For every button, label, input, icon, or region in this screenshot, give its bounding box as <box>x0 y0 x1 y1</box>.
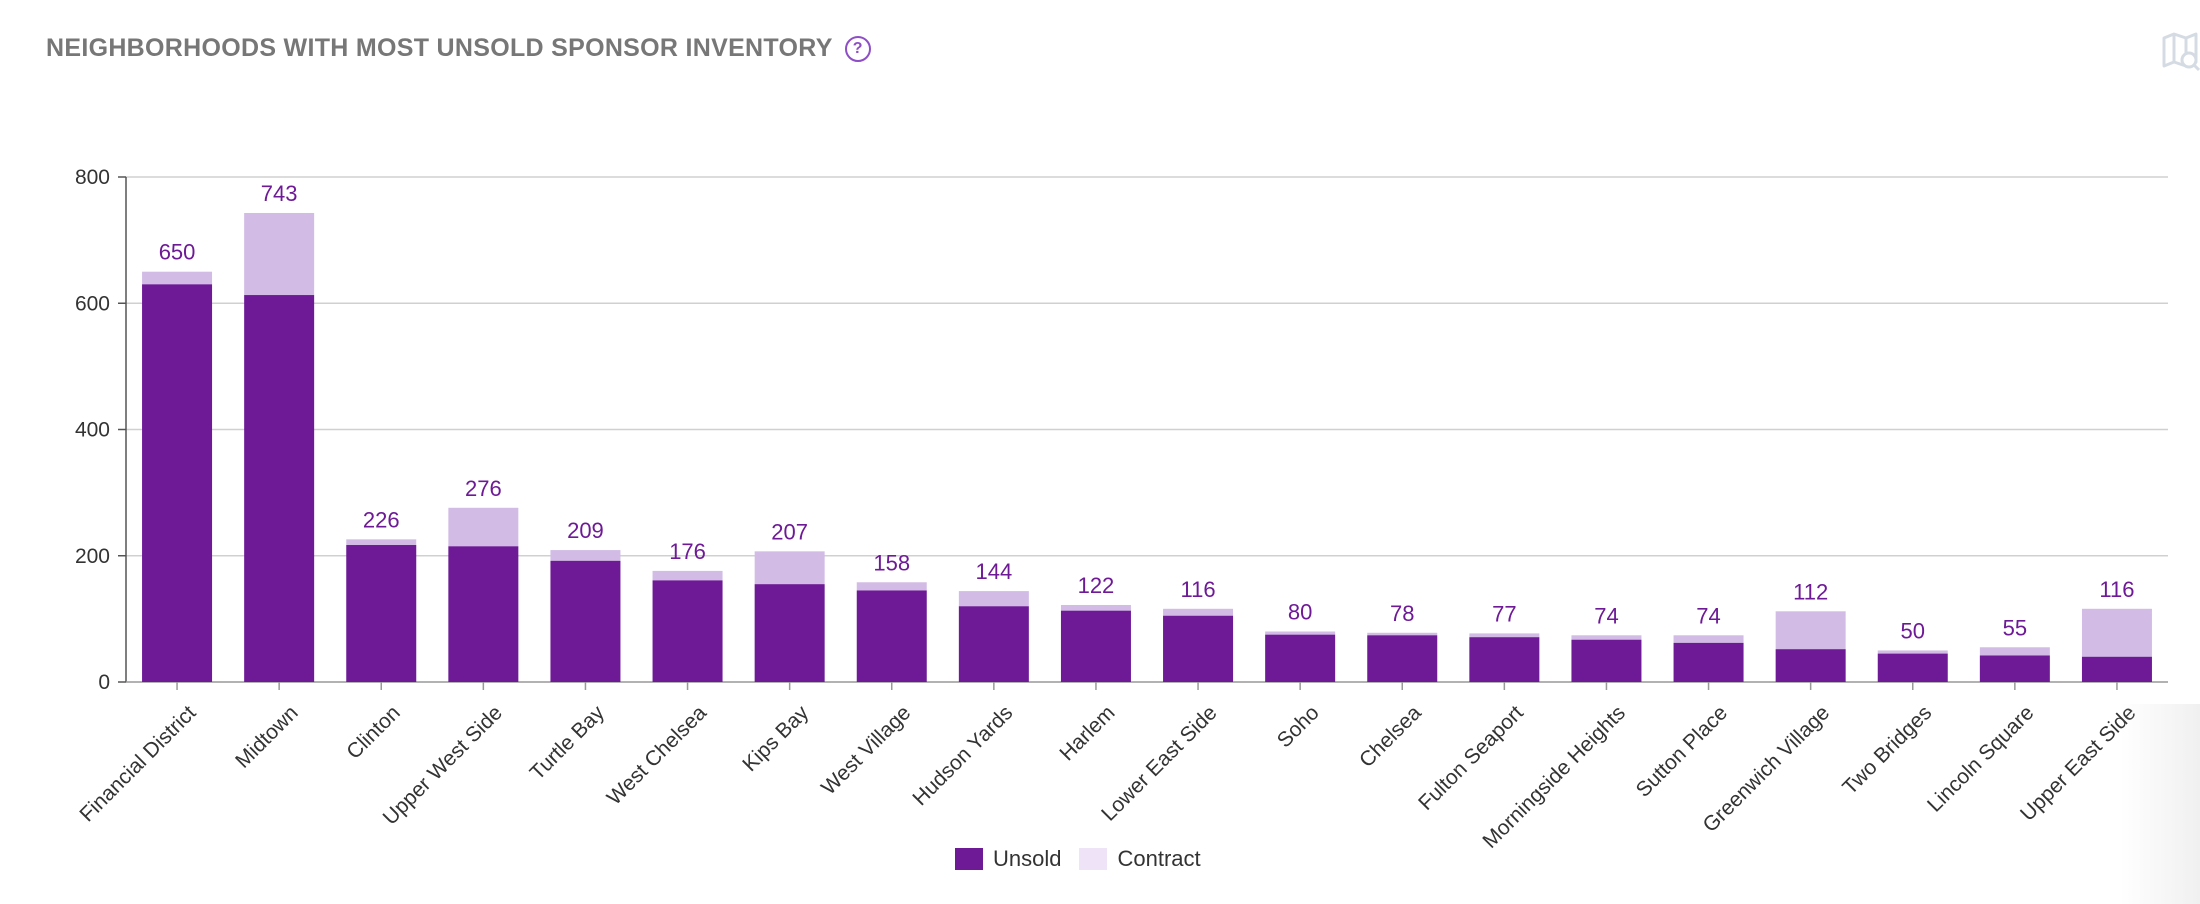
bar-contract-2 <box>346 539 417 546</box>
data-label-18: 55 <box>2003 615 2027 640</box>
y-tick-label-200: 200 <box>75 545 110 568</box>
y-tick-label-400: 400 <box>75 419 110 442</box>
x-tick-label-5: West Chelsea <box>603 701 712 810</box>
y-tick-label-0: 0 <box>98 671 110 694</box>
bar-contract-18 <box>1979 647 2050 656</box>
bar-contract-16 <box>1775 611 1846 650</box>
legend-label-unsold: Unsold <box>993 846 1062 871</box>
x-tick-label-12: Chelsea <box>1355 701 1426 772</box>
data-label-7: 158 <box>873 550 910 575</box>
bar-unsold-18 <box>1979 655 2050 682</box>
x-tick-label-9: Harlem <box>1055 701 1119 765</box>
bar-unsold-15 <box>1673 642 1744 682</box>
bar-unsold-5 <box>652 580 723 682</box>
bar-contract-11 <box>1265 631 1336 635</box>
map-search-icon[interactable] <box>2162 32 2200 72</box>
bar-unsold-7 <box>856 590 927 682</box>
corner-fade <box>2120 704 2200 904</box>
bar-contract-4 <box>550 550 621 561</box>
data-label-3: 276 <box>465 476 502 501</box>
bar-contract-12 <box>1367 632 1438 636</box>
bar-contract-1 <box>244 212 315 296</box>
bar-contract-14 <box>1571 635 1642 640</box>
bar-contract-0 <box>142 271 213 285</box>
help-icon[interactable]: ? <box>844 35 871 62</box>
legend-swatch-contract <box>1079 848 1108 870</box>
data-label-8: 144 <box>975 559 1012 584</box>
bar-contract-8 <box>958 591 1029 607</box>
data-label-5: 176 <box>669 539 706 564</box>
x-tick-label-4: Turtle Bay <box>526 701 610 785</box>
y-tick-label-600: 600 <box>75 292 110 315</box>
chart-header: NEIGHBORHOODS WITH MOST UNSOLD SPONSOR I… <box>46 34 871 63</box>
y-tick-label-800: 800 <box>75 166 110 189</box>
data-label-9: 122 <box>1078 573 1115 598</box>
x-tick-label-6: Kips Bay <box>738 701 813 776</box>
x-tick-label-13: Fulton Seaport <box>1414 701 1528 815</box>
data-label-10: 116 <box>1181 577 1216 602</box>
data-label-13: 77 <box>1492 601 1516 626</box>
bar-unsold-11 <box>1265 634 1336 682</box>
x-tick-label-2: Clinton <box>342 701 404 763</box>
bar-contract-9 <box>1060 604 1131 611</box>
data-label-2: 226 <box>363 507 400 532</box>
bar-contract-7 <box>856 582 927 591</box>
bar-unsold-10 <box>1163 615 1234 682</box>
bar-unsold-2 <box>346 545 417 682</box>
bar-unsold-12 <box>1367 635 1438 682</box>
bar-unsold-0 <box>142 284 213 682</box>
bar-unsold-17 <box>1877 653 1948 682</box>
bar-unsold-4 <box>550 560 621 682</box>
bar-unsold-3 <box>448 546 519 682</box>
x-tick-label-0: Financial District <box>75 701 200 826</box>
data-label-11: 80 <box>1288 600 1312 625</box>
bar-contract-13 <box>1469 633 1540 638</box>
data-label-12: 78 <box>1390 601 1414 626</box>
x-tick-label-15: Sutton Place <box>1632 701 1732 801</box>
data-label-1: 743 <box>261 181 298 206</box>
x-tick-label-1: Midtown <box>231 701 303 773</box>
legend-swatch-unsold <box>955 848 983 870</box>
data-label-16: 112 <box>1793 579 1828 604</box>
bar-unsold-19 <box>2081 656 2152 682</box>
data-label-4: 209 <box>567 518 604 543</box>
legend-item-contract[interactable]: Contract <box>1079 846 1201 872</box>
bar-contract-17 <box>1877 650 1948 654</box>
x-tick-label-17: Two Bridges <box>1838 701 1936 799</box>
data-label-15: 74 <box>1696 603 1720 628</box>
bar-contract-6 <box>754 551 825 585</box>
data-label-17: 50 <box>1901 618 1925 643</box>
bar-contract-19 <box>2081 608 2152 657</box>
bar-unsold-14 <box>1571 639 1642 682</box>
x-tick-label-11: Soho <box>1273 701 1324 752</box>
bar-contract-5 <box>652 570 723 581</box>
data-label-0: 650 <box>159 240 196 265</box>
bar-unsold-8 <box>958 606 1029 682</box>
bar-contract-3 <box>448 507 519 547</box>
bar-unsold-6 <box>754 584 825 682</box>
bar-unsold-16 <box>1775 649 1846 682</box>
legend-item-unsold[interactable]: Unsold <box>955 846 1061 872</box>
legend-label-contract: Contract <box>1117 846 1201 871</box>
bar-contract-15 <box>1673 635 1744 643</box>
data-label-19: 116 <box>2099 577 2134 602</box>
x-tick-label-7: West Village <box>817 701 915 799</box>
chart-legend: Unsold Contract <box>955 846 1201 872</box>
bar-unsold-1 <box>244 295 315 682</box>
bar-unsold-13 <box>1469 637 1540 682</box>
data-label-6: 207 <box>771 519 808 544</box>
chart-title: NEIGHBORHOODS WITH MOST UNSOLD SPONSOR I… <box>46 34 833 62</box>
data-label-14: 74 <box>1594 603 1618 628</box>
x-tick-label-8: Hudson Yards <box>908 701 1017 810</box>
bar-contract-10 <box>1163 608 1234 616</box>
bar-unsold-9 <box>1060 610 1131 682</box>
x-tick-label-18: Lincoln Square <box>1923 701 2038 816</box>
